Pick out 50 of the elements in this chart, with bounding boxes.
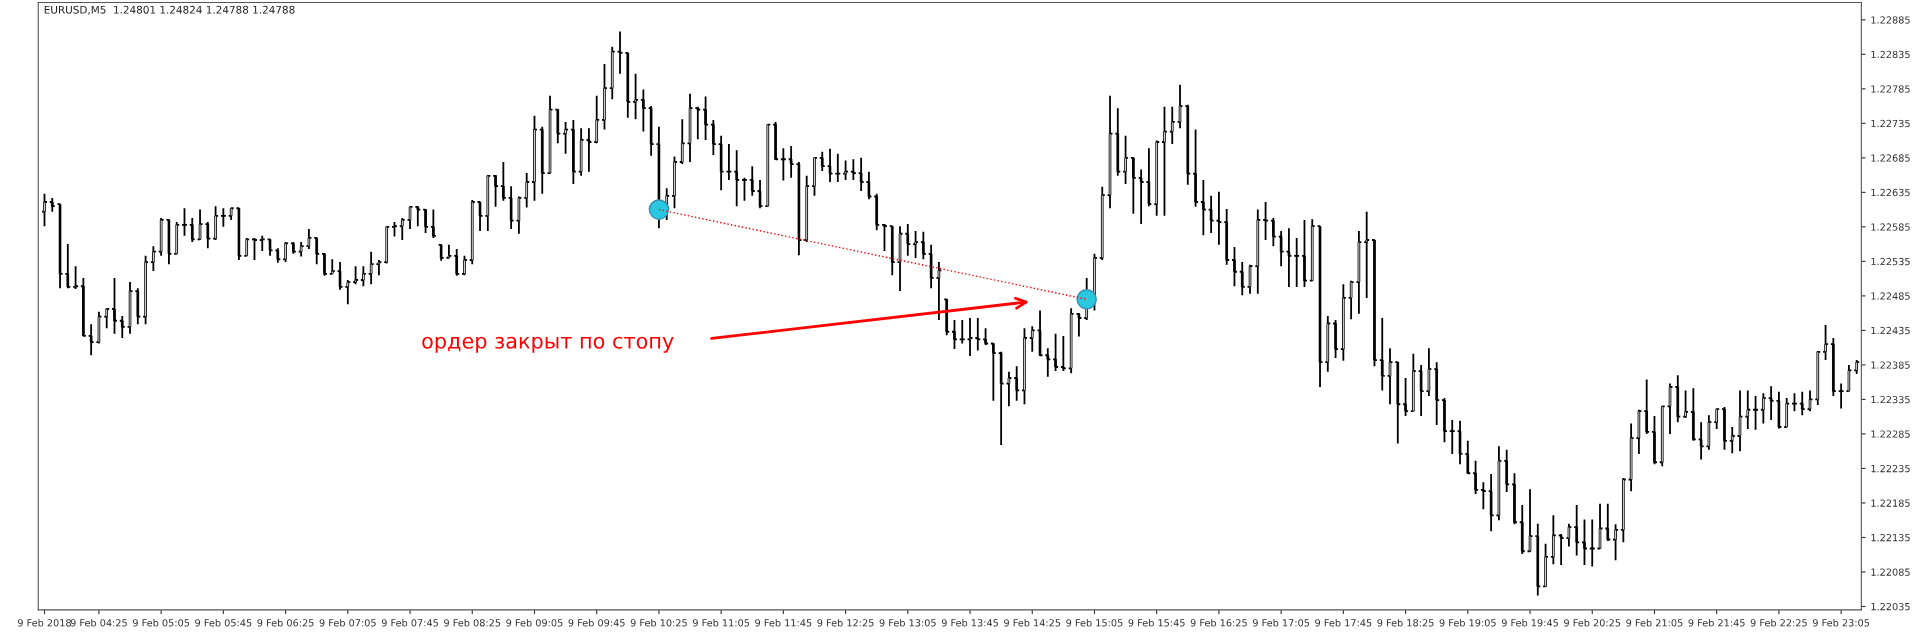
y-tick-label: 1.22585 (1871, 223, 1910, 231)
x-tick-label: 9 Feb 10:25 (630, 618, 687, 627)
x-tick-label: 9 Feb 13:45 (941, 618, 998, 627)
y-tick-label: 1.22235 (1871, 464, 1910, 473)
y-tick-label: 1.22035 (1871, 602, 1910, 611)
y-tick-label: 1.22085 (1871, 568, 1910, 576)
y-tick-label: 1.22385 (1871, 361, 1910, 369)
x-tick-label: 9 Feb 12:25 (817, 618, 874, 627)
x-tick-label: 9 Feb 05:05 (132, 618, 190, 627)
y-tick-label: 1.22535 (1871, 257, 1910, 266)
x-tick-label: 9 Feb 14:25 (1004, 618, 1061, 627)
x-tick-label: 9 Feb 04:25 (70, 618, 127, 627)
x-tick-label: 9 Feb 22:25 (1750, 618, 1807, 627)
x-tick-label: 9 Feb 15:45 (1128, 618, 1185, 627)
annotation: ордер закрыт по стопу (422, 336, 674, 353)
x-tick-label: 9 Feb 09:45 (568, 618, 625, 627)
x-tick-label: 9 Feb 17:45 (1315, 618, 1372, 627)
x-tick-label: 9 Feb 19:05 (1439, 618, 1496, 627)
y-tick-label: 1.22835 (1871, 50, 1910, 59)
x-tick-label: 9 Feb 18:25 (1377, 618, 1434, 627)
y-tick-label: 1.22135 (1871, 533, 1910, 542)
x-tick-label: 9 Feb 2018 (17, 618, 71, 627)
y-tick-label: 1.22485 (1871, 292, 1910, 300)
y-tick-label: 1.22435 (1871, 326, 1910, 335)
y-tick-label: 1.22735 (1871, 119, 1910, 128)
x-tick-label: 9 Feb 13:05 (879, 618, 936, 627)
y-tick-label: 1.22285 (1871, 430, 1910, 438)
x-tick-label: 9 Feb 06:25 (257, 618, 314, 627)
x-tick-label: 9 Feb 19:45 (1501, 618, 1558, 627)
x-tick-label: 9 Feb 08:25 (444, 618, 501, 627)
y-tick-label: 1.22335 (1871, 395, 1910, 404)
x-tick-label: 9 Feb 11:05 (692, 618, 750, 627)
y-tick-label: 1.22885 (1871, 16, 1910, 24)
y-tick-label: 1.22635 (1871, 188, 1910, 197)
x-tick-label: 9 Feb 07:05 (319, 618, 376, 627)
x-tick-label: 9 Feb 23:05 (1812, 618, 1870, 627)
y-tick-label: 1.22685 (1871, 154, 1910, 162)
x-tick-label: 9 Feb 21:45 (1688, 618, 1745, 627)
x-tick-label: 9 Feb 15:05 (1066, 618, 1123, 627)
x-tick-label: 9 Feb 17:05 (1252, 618, 1310, 627)
x-tick-label: 9 Feb 21:05 (1626, 618, 1683, 627)
x-tick-label: 9 Feb 16:25 (1190, 618, 1247, 627)
x-tick-label: 9 Feb 11:45 (755, 618, 812, 627)
y-tick-label: 1.22185 (1871, 499, 1910, 507)
x-tick-label: 9 Feb 05:45 (195, 618, 252, 627)
chart-title: EURUSD,M5 1.24801 1.24824 1.24788 1.24788 (44, 5, 295, 15)
x-tick-label: 9 Feb 07:45 (381, 618, 438, 627)
x-tick-label: 9 Feb 09:05 (506, 618, 563, 627)
x-tick-label: 9 Feb 20:25 (1564, 618, 1621, 627)
y-tick-label: 1.22785 (1871, 85, 1910, 93)
